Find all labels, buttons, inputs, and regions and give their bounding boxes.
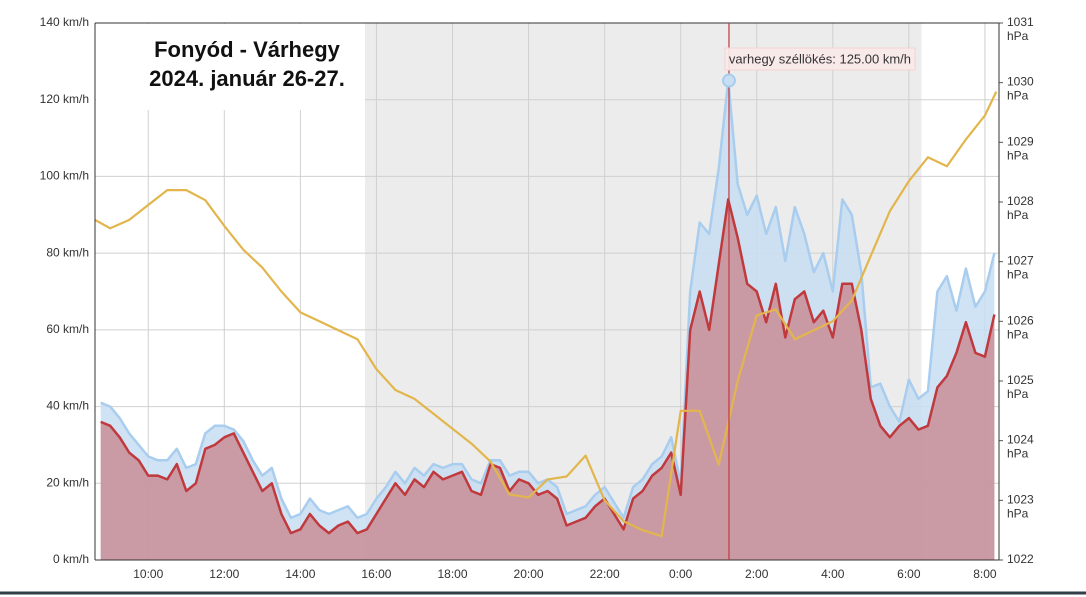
y-tick-label: 140 km/h	[40, 15, 89, 29]
y2-tick-label: 1024 hPa	[1007, 433, 1034, 461]
y2-tick-label-line: 1031	[1007, 15, 1034, 29]
x-tick-label: 4:00	[821, 567, 845, 581]
y2-tick-label-line: hPa	[1007, 29, 1029, 43]
y2-tick-label-line: hPa	[1007, 149, 1029, 163]
y-tick-label: 120 km/h	[40, 92, 89, 106]
chart-subtitle: 2024. január 26-27.	[149, 66, 345, 91]
y2-tick-label-line: 1023	[1007, 493, 1034, 507]
y2-tick-label: 1022	[1007, 552, 1034, 566]
y2-tick-label-line: hPa	[1007, 507, 1029, 521]
y2-tick-label-line: 1030	[1007, 75, 1034, 89]
y2-tick-label: 1028 hPa	[1007, 194, 1034, 222]
x-tick-label: 12:00	[209, 567, 239, 581]
title-box	[96, 24, 365, 110]
line	[94, 91, 998, 538]
y-tick-label: 0 km/h	[53, 552, 89, 566]
x-tick-label: 0:00	[669, 567, 693, 581]
x-tick-label: 22:00	[590, 567, 620, 581]
y2-tick-label-line: hPa	[1007, 208, 1029, 222]
x-tick-label: 16:00	[361, 567, 391, 581]
y2-tick-label-line: 1029	[1007, 135, 1034, 149]
y2-tick-label: 1025 hPa	[1007, 373, 1034, 401]
y2-tick-label-line: 1024	[1007, 433, 1034, 447]
area-fill	[100, 199, 995, 560]
x-tick-label: 2:00	[745, 567, 769, 581]
tooltip-box	[724, 47, 916, 71]
y2-tick-label-line: hPa	[1007, 89, 1029, 103]
x-tick-label: 10:00	[133, 567, 163, 581]
area-line	[100, 198, 996, 535]
tooltip-text: varhegy széllökés: 125.00 km/h	[729, 51, 911, 66]
y-tick-label: 60 km/h	[46, 322, 89, 336]
y2-tick-label-line: hPa	[1007, 328, 1029, 342]
chart-title: Fonyód - Várhegy	[154, 37, 341, 62]
x-tick-label: 18:00	[437, 567, 467, 581]
y2-tick-label-line: hPa	[1007, 387, 1029, 401]
y2-tick-label: 1027 hPa	[1007, 254, 1034, 282]
y2-tick-label: 1029 hPa	[1007, 135, 1034, 163]
y2-tick-label: 1023 hPa	[1007, 493, 1034, 521]
x-tick-label: 20:00	[514, 567, 544, 581]
y2-tick-label-line: 1027	[1007, 254, 1034, 268]
y2-tick-label: 1030 hPa	[1007, 75, 1034, 103]
y2-tick-label-line: hPa	[1007, 268, 1029, 282]
y2-tick-label-line: 1028	[1007, 194, 1034, 208]
y2-tick-label: 1031 hPa	[1007, 15, 1034, 43]
x-tick-label: 14:00	[285, 567, 315, 581]
y2-tick-label-line: 1026	[1007, 314, 1034, 328]
y-tick-label: 20 km/h	[46, 475, 89, 489]
x-tick-label: 8:00	[973, 567, 997, 581]
y2-tick-label-line: 1025	[1007, 373, 1034, 387]
hover-marker	[721, 73, 736, 88]
y2-tick-label: 1026 hPa	[1007, 314, 1034, 342]
y-tick-label: 80 km/h	[46, 245, 89, 259]
y-tick-label: 100 km/h	[40, 169, 89, 183]
x-tick-label: 6:00	[897, 567, 921, 581]
y-tick-label: 40 km/h	[46, 399, 89, 413]
y2-tick-label-line: hPa	[1007, 447, 1029, 461]
